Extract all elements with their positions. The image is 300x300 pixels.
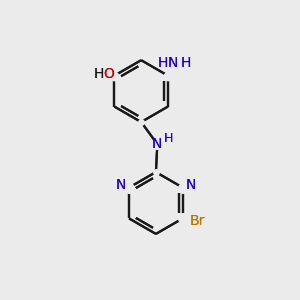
Text: O: O bbox=[104, 67, 115, 81]
Text: Br: Br bbox=[190, 214, 205, 228]
Text: O: O bbox=[104, 67, 115, 81]
Text: H: H bbox=[94, 67, 104, 81]
Text: N: N bbox=[152, 136, 162, 151]
Text: H: H bbox=[164, 132, 173, 145]
Text: N: N bbox=[168, 56, 178, 70]
Text: N: N bbox=[116, 178, 126, 192]
Text: N: N bbox=[116, 178, 126, 192]
Text: N: N bbox=[186, 178, 196, 192]
Text: N: N bbox=[186, 178, 196, 192]
Text: H: H bbox=[180, 56, 191, 70]
Text: H: H bbox=[158, 56, 168, 70]
Text: H: H bbox=[180, 56, 191, 70]
Text: Br: Br bbox=[190, 214, 205, 228]
Text: H: H bbox=[94, 67, 104, 81]
Text: H: H bbox=[164, 132, 173, 145]
Text: H: H bbox=[158, 56, 168, 70]
Text: N: N bbox=[168, 56, 178, 70]
Text: N: N bbox=[152, 136, 162, 151]
